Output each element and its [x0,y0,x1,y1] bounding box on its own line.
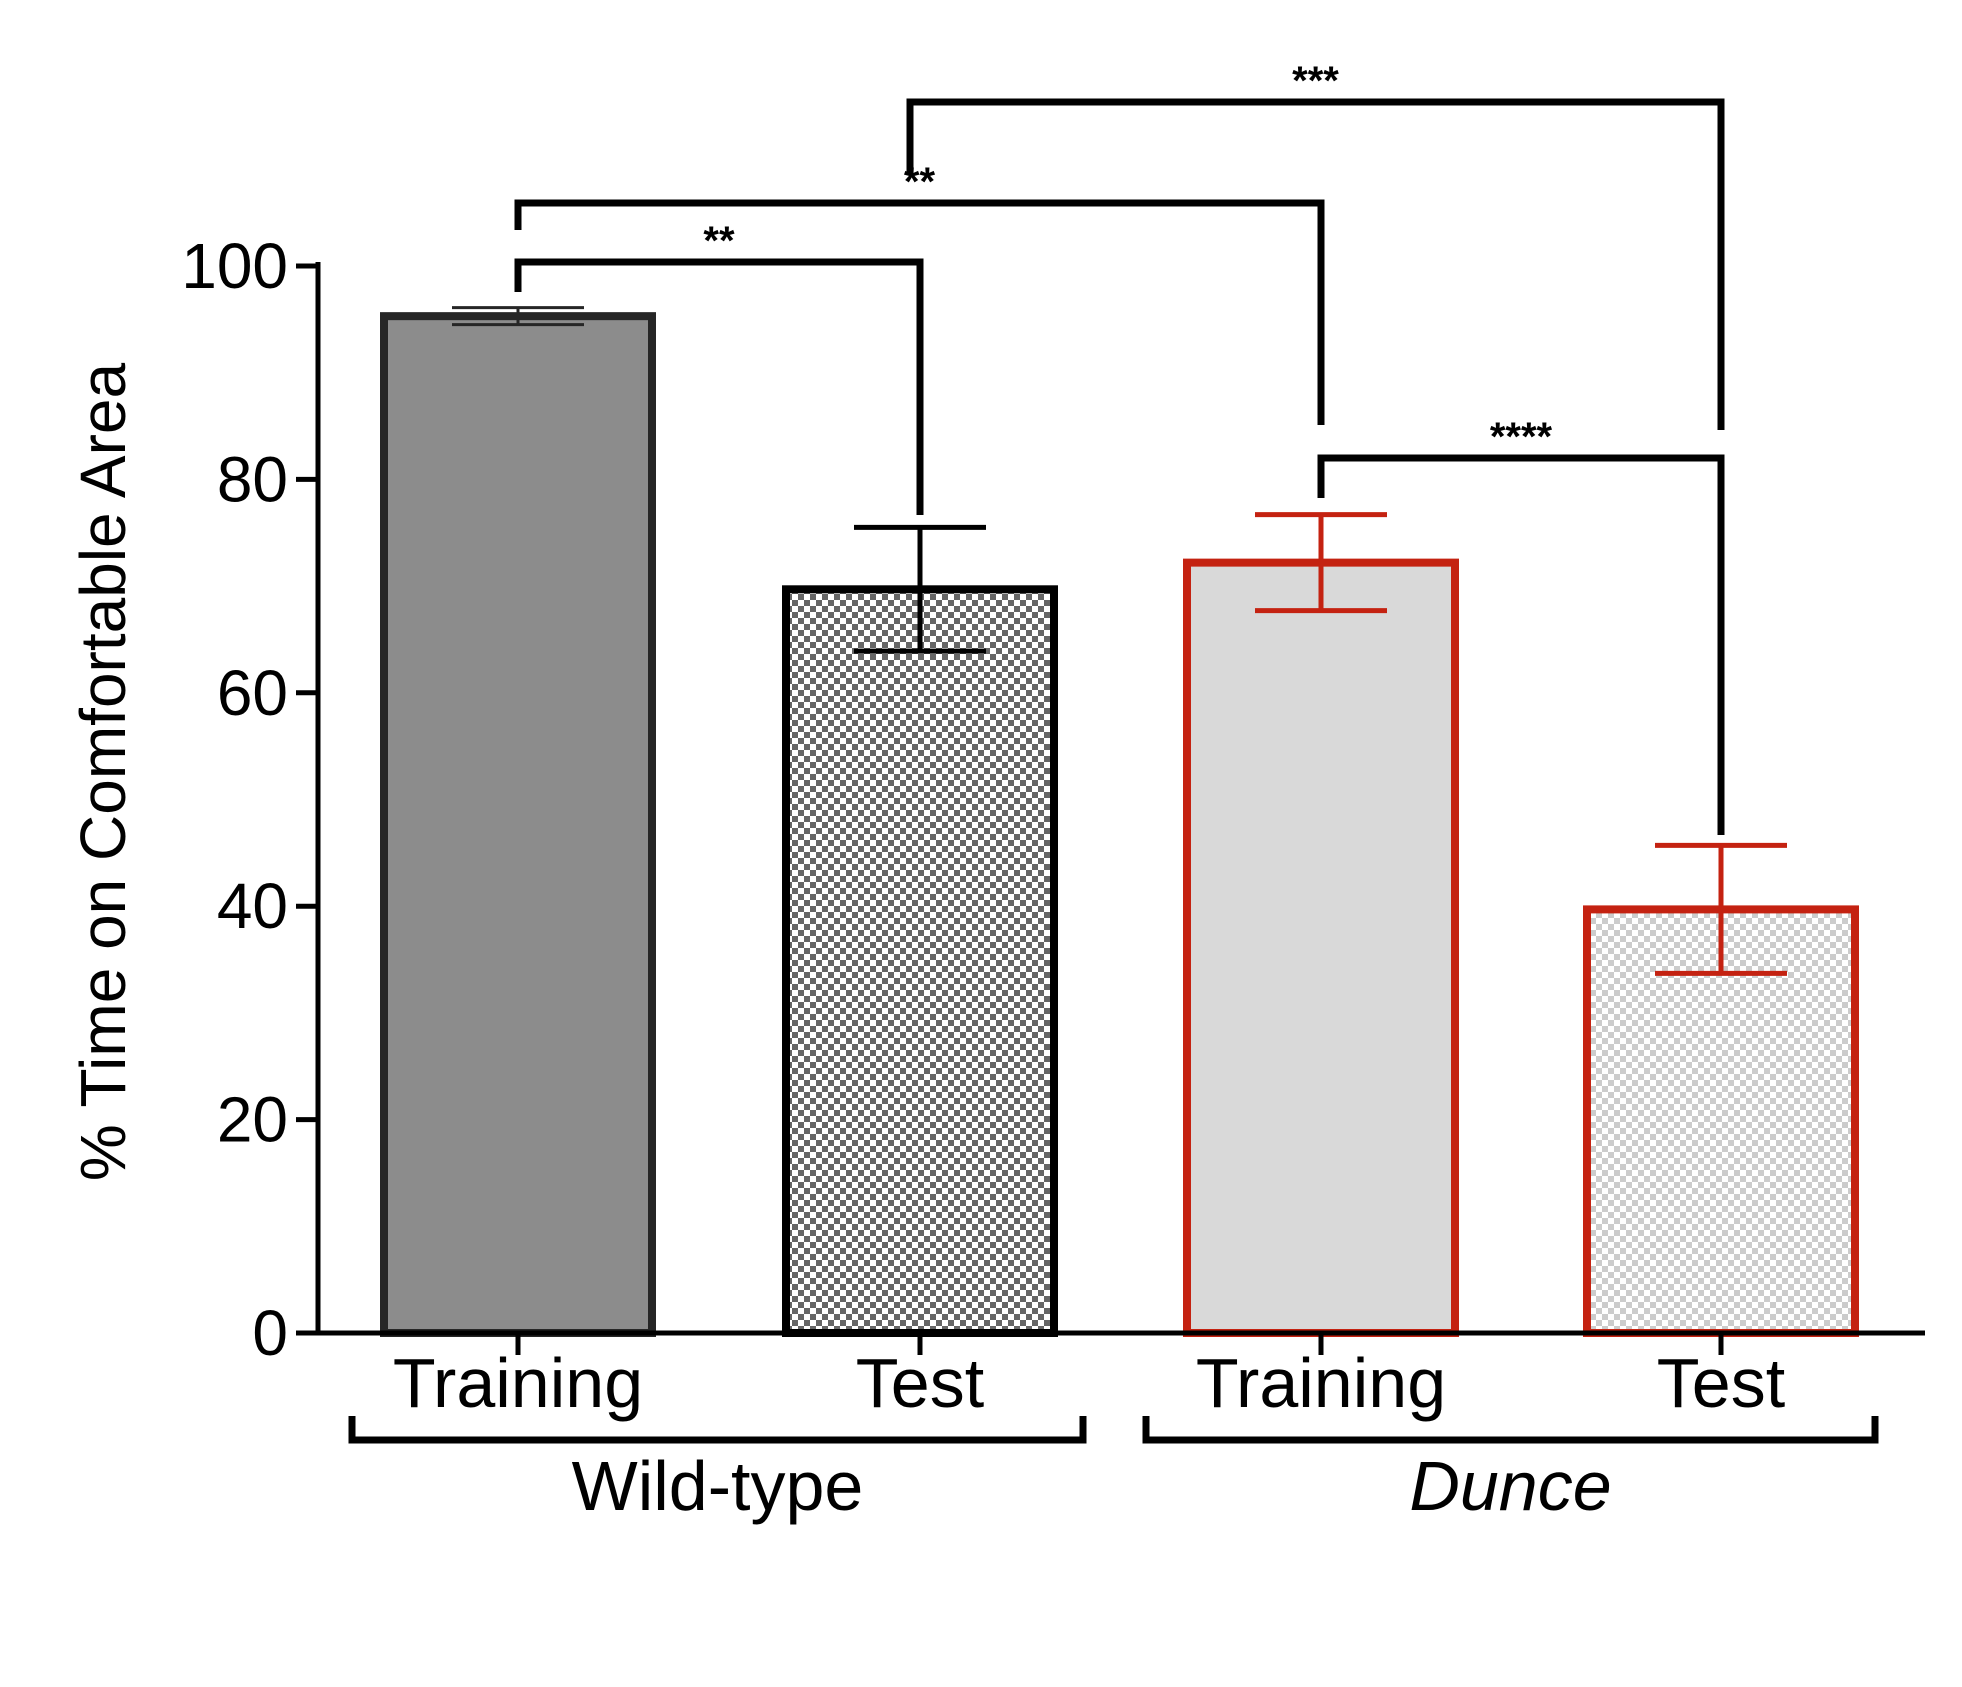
significance-brackets: *********** [514,59,1725,835]
group-label: Wild-type [572,1447,864,1525]
y-axis-title: % Time on Comfortable Area [67,363,139,1182]
significance-bracket [514,199,1325,425]
significance-label: *** [1292,59,1339,103]
y-tick-label: 60 [217,657,288,729]
category-label: Test [856,1344,984,1422]
bars [380,306,1859,1337]
y-tick-label: 20 [217,1084,288,1156]
y-tick-label: 0 [252,1297,288,1369]
significance-label: **** [1490,415,1553,459]
y-tick-label: 100 [181,230,288,302]
category-label: Training [393,1344,643,1422]
axes: 0 20 40 60 80 100 [181,230,1925,1369]
group-bracket [1142,1416,1879,1444]
y-tick-label: 40 [217,870,288,942]
significance-bracket [906,98,1725,430]
significance-bracket [1317,454,1725,835]
y-tick-label: 80 [217,443,288,515]
bar-2 [1183,558,1459,1337]
bar-1 [782,585,1058,1337]
significance-label: ** [703,219,735,263]
significance-bracket [514,258,924,515]
category-label: Training [1196,1344,1446,1422]
group-bracket [348,1416,1087,1444]
group-label: Dunce [1409,1447,1611,1525]
bar-0 [380,312,656,1337]
category-label: Test [1657,1344,1785,1422]
category-labels: Training Test Training Test Wild-type Dunce [348,1344,1879,1525]
